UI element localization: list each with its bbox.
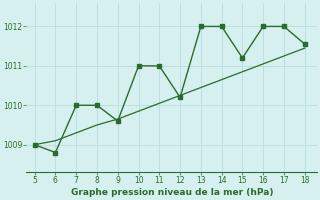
X-axis label: Graphe pression niveau de la mer (hPa): Graphe pression niveau de la mer (hPa): [70, 188, 273, 197]
